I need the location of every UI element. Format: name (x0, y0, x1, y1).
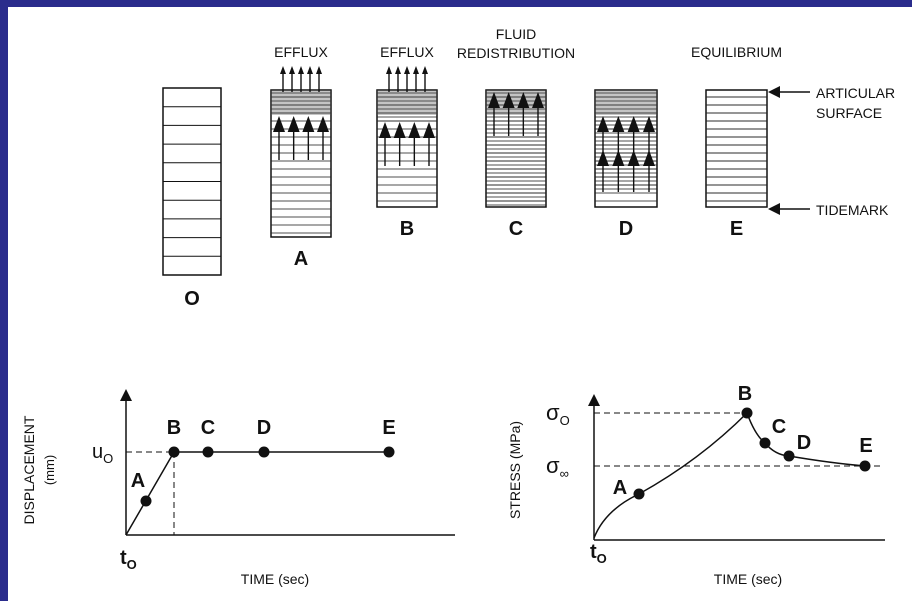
specimen-label: D (619, 218, 633, 240)
point-label: C (201, 417, 215, 439)
column-header: EFFLUX (274, 44, 328, 60)
y-label: DISPLACEMENT (21, 415, 37, 524)
shade (595, 90, 657, 115)
point-label: B (738, 383, 752, 405)
column-header: FLUID (496, 26, 536, 42)
point-label: D (797, 432, 811, 454)
annotation: ARTICULAR (816, 85, 895, 101)
specimen-label: E (730, 218, 743, 240)
column-header: EFFLUX (380, 44, 434, 60)
point (760, 438, 771, 449)
point-label: A (613, 477, 627, 499)
point-label: D (257, 417, 271, 439)
point-label: B (167, 417, 181, 439)
specimen-label: B (400, 218, 414, 240)
point (784, 451, 795, 462)
column-header: REDISTRIBUTION (457, 45, 575, 61)
specimen-label: C (509, 218, 523, 240)
point (169, 447, 180, 458)
point-label: A (131, 470, 145, 492)
point (203, 447, 214, 458)
specimen-label: O (184, 288, 200, 310)
point (860, 461, 871, 472)
shade (271, 90, 331, 115)
column-header: EQUILIBRIUM (691, 44, 782, 60)
annotation: TIDEMARK (816, 202, 889, 218)
point (384, 447, 395, 458)
panel (8, 7, 912, 601)
specimen-label: A (294, 248, 308, 270)
annotation: SURFACE (816, 105, 882, 121)
point-label: C (772, 416, 786, 438)
dense-layers (706, 90, 767, 207)
point-label: E (382, 417, 395, 439)
figure: O A EFFLUX B EFFLUX C FLUID REDISTRIBUTION D E EQU… (0, 0, 912, 601)
x-label: TIME (sec) (714, 571, 782, 587)
point (742, 408, 753, 419)
shade (377, 90, 437, 115)
y-unit: (mm) (42, 455, 57, 485)
point (259, 447, 270, 458)
y-label: STRESS (MPa) (507, 421, 523, 519)
point (634, 489, 645, 500)
point (141, 496, 152, 507)
x-label: TIME (sec) (241, 571, 309, 587)
point-label: E (859, 435, 872, 457)
